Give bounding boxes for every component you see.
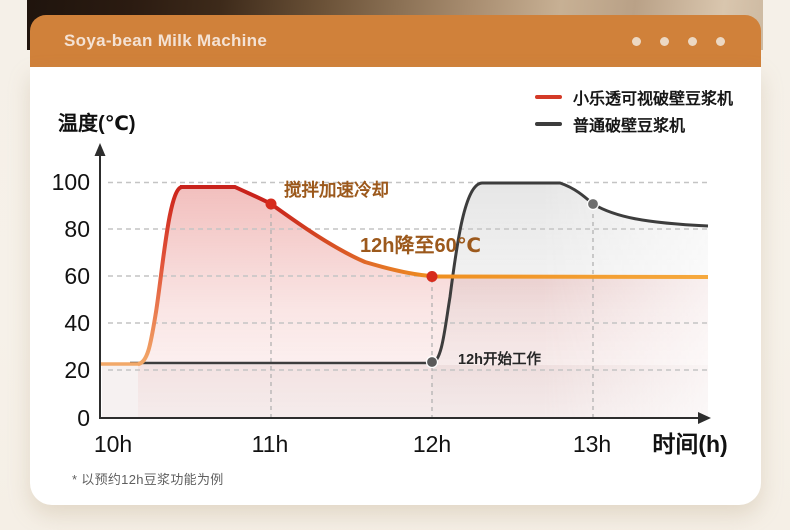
y-tick-80: 80 [64,216,90,242]
series-xiaole-line [101,185,709,366]
y-tick-60: 60 [64,263,90,289]
marker-ordinary-12h-23 [425,355,439,369]
legend-swatch-red-line [535,94,562,99]
carousel-dot-3[interactable] [688,36,697,46]
x-axis-title: 时间(h) [652,431,727,457]
data-point-markers [265,197,600,369]
y-tick-20: 20 [64,357,90,383]
x-tick-12h: 12h [413,431,451,457]
carousel-dot-4[interactable] [716,36,725,46]
vertical-droplines [270,206,594,418]
y-tick-labels: 100 80 60 40 20 0 [52,169,90,431]
series-area-fills [102,183,708,418]
axes [99,153,700,419]
y-axis-title: 温度(℃) [58,113,136,135]
y-tick-0: 0 [77,405,90,431]
horizontal-gridlines [108,181,708,371]
marker-xiaole-12h-60 [426,271,438,282]
legend-item-xiaole: 小乐透可视破壁豆浆机 [535,83,733,110]
ordinary-area-fill [432,183,708,418]
y-tick-40: 40 [64,310,90,336]
legend-label: 普通破壁豆浆机 [573,117,686,135]
legend-item-ordinary: 普通破壁豆浆机 [535,110,733,137]
header-bar: Soya-bean Milk Machine [30,15,761,67]
x-tick-13h: 13h [573,431,611,457]
chart-legend: 小乐透可视破壁豆浆机 普通破壁豆浆机 [535,83,733,137]
carousel-dot-1[interactable] [632,36,641,46]
carousel-dots [632,15,725,67]
y-axis-arrow [94,143,106,156]
marker-ordinary-13h-90 [586,197,600,211]
annotation-drop-to-60: 12h降至60℃ [360,233,481,257]
chart-card: 小乐透可视破壁豆浆机 普通破壁豆浆机 温度(℃) [30,67,761,505]
temperature-chart: 100 80 60 40 20 0 10h 11h 12h 13h 时间(h) … [52,143,728,457]
carousel-dot-2[interactable] [660,36,669,46]
header-title: Soya-bean Milk Machine [64,31,268,50]
y-tick-100: 100 [52,169,90,195]
x-tick-labels: 10h 11h 12h 13h 时间(h) [94,431,728,457]
legend-label: 小乐透可视破壁豆浆机 [573,90,734,108]
legend-swatch-dark-line [535,121,562,126]
series-ordinary-line [130,181,709,365]
x-tick-10h: 10h [94,431,132,457]
footnote: * 以预约12h豆浆功能为例 [72,472,224,487]
x-axis-arrow [698,412,711,424]
annotation-stir-cooling: 搅拌加速冷却 [284,180,389,200]
annotation-start-work: 12h开始工作 [458,350,541,368]
marker-xiaole-11h-90 [265,198,277,210]
x-tick-11h: 11h [252,431,289,457]
